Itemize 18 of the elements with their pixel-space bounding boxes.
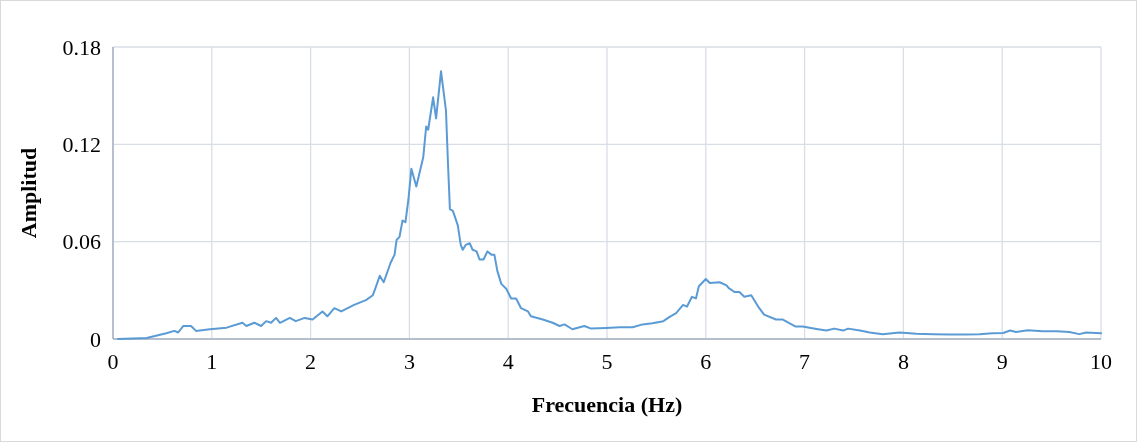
y-tick-label: 0.18 [62, 34, 101, 60]
x-tick-label: 5 [601, 349, 613, 374]
y-tick-label: 0.12 [62, 132, 101, 158]
x-tick-label: 9 [996, 349, 1008, 374]
x-tick-label: 4 [502, 349, 514, 374]
y-tick-label: 0 [90, 326, 101, 352]
x-tick-label: 3 [403, 349, 415, 374]
x-tick-label: 8 [897, 349, 909, 374]
x-tick-label: 1 [206, 349, 218, 374]
line-series [116, 70, 1102, 340]
x-axis-title: Frecuencia (Hz) [531, 392, 683, 417]
x-tick-label: 0 [107, 349, 119, 374]
y-tick-label: 0.06 [62, 229, 101, 255]
y-axis-title: Amplitud [16, 147, 41, 239]
x-tick-label: 6 [700, 349, 712, 374]
x-tick-label: 10 [1090, 349, 1112, 374]
x-tick-label: 2 [305, 349, 317, 374]
x-tick-label: 7 [799, 349, 811, 374]
